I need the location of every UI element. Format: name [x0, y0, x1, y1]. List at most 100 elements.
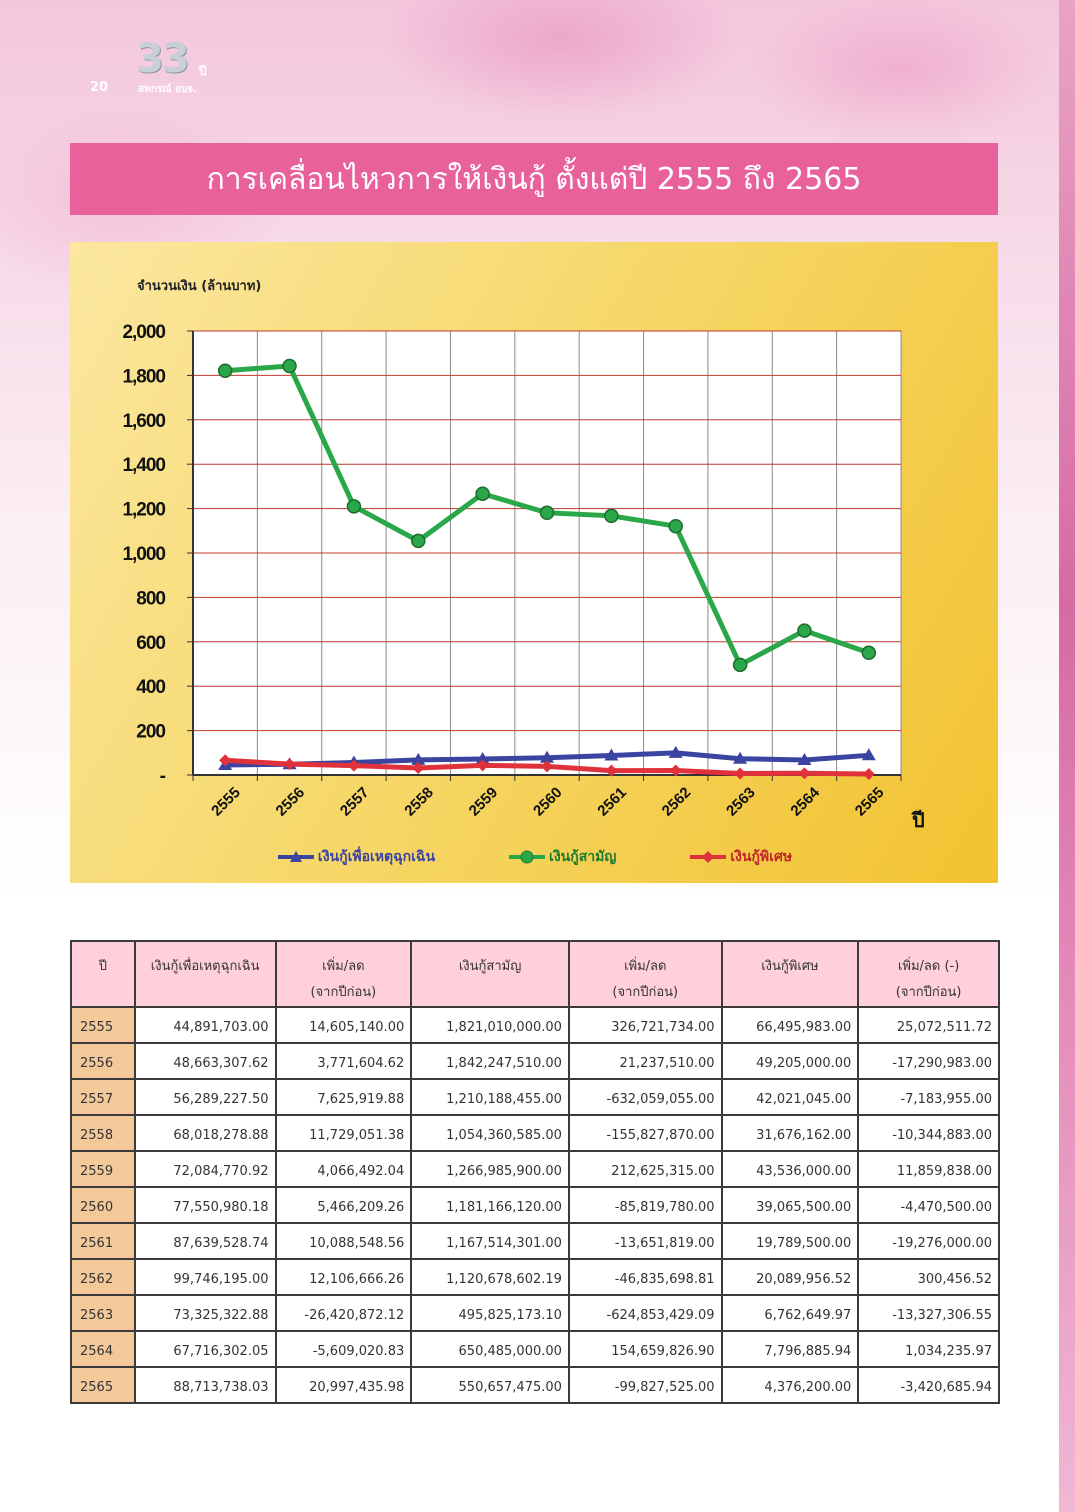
year-cell: 2562: [70, 1258, 136, 1296]
amount-cell: 10,088,548.56: [274, 1222, 413, 1260]
header-sublabel: (จากปีก่อน): [612, 985, 679, 1000]
amount-cell: 1,054,360,585.00: [410, 1114, 570, 1152]
year-cell: 2565: [70, 1366, 136, 1404]
data-point-diamond: [862, 768, 875, 781]
y-tick-label: 400: [136, 677, 165, 698]
y-tick-label: 1,600: [122, 411, 165, 432]
anniversary-logo-suffix: ปี: [199, 64, 207, 78]
x-axis-title: ปี: [911, 808, 925, 832]
year-cell: 2557: [70, 1078, 136, 1116]
amount-cell: 6,762,649.97: [720, 1294, 860, 1332]
amount-cell: 56,289,227.50: [133, 1078, 277, 1116]
data-point-triangle: [733, 751, 748, 764]
amount-cell: -46,835,698.81: [567, 1258, 723, 1296]
amount-cell: 49,205,000.00: [720, 1042, 860, 1080]
table-row: 2564 67,716,302.05 -5,609,020.83 650,485,00…: [70, 1330, 1000, 1368]
amount-cell: 1,266,985,900.00: [410, 1150, 570, 1188]
legend-triangle-marker: [277, 851, 314, 862]
data-point-triangle: [668, 745, 683, 758]
year-cell: 2564: [70, 1330, 136, 1368]
header-label: ปี: [98, 959, 108, 974]
data-point-circle: [217, 363, 233, 378]
amount-cell: 550,657,475.00: [410, 1366, 570, 1404]
data-point-circle: [282, 358, 297, 374]
amount-cell: 88,713,738.03: [133, 1366, 277, 1404]
y-axis-title: จำนวนเงิน (ล้านบาท): [137, 279, 262, 294]
y-tick-label: 1,400: [122, 455, 165, 476]
amount-cell: 68,018,278.88: [133, 1114, 277, 1152]
amount-cell: -624,853,429.09: [567, 1294, 723, 1332]
amount-cell: 1,210,188,455.00: [410, 1078, 570, 1116]
header-label: เงินกู้สามัญ: [458, 959, 522, 974]
header-sublabel: (จากปีก่อน): [310, 985, 377, 1000]
amount-cell: -10,344,883.00: [857, 1114, 1000, 1152]
x-tick-label: 2557: [337, 784, 373, 820]
page-edge-strip: [1059, 0, 1075, 1512]
amount-cell: 4,376,200.00: [720, 1366, 860, 1404]
amount-cell: 48,663,307.62: [133, 1042, 277, 1080]
data-point-diamond: [734, 767, 747, 780]
amount-cell: 31,676,162.00: [720, 1114, 860, 1152]
data-point-diamond: [798, 767, 811, 780]
page-title: การเคลื่อนไหวการให้เงินกู้ ตั้งแต่ปี 255…: [206, 161, 862, 197]
data-point-diamond: [541, 760, 553, 773]
table-header-cell: เงินกู้เพื่อเหตุฉุกเฉิน: [133, 940, 277, 1008]
amount-cell: 326,721,734.00: [567, 1006, 723, 1044]
table-row: 2560 77,550,980.18 5,466,209.26 1,181,166,1…: [70, 1186, 1000, 1224]
amount-cell: 42,021,045.00: [720, 1078, 860, 1116]
legend-item-emergency: เงินกู้เพื่อเหตุฉุกเฉิน: [276, 845, 435, 869]
x-tick-label: 2559: [466, 784, 502, 820]
amount-cell: 20,089,956.52: [720, 1258, 860, 1296]
amount-cell: -99,827,525.00: [567, 1366, 723, 1404]
amount-cell: 39,065,500.00: [720, 1186, 860, 1224]
table-row: 2561 87,639,528.74 10,088,548.56 1,167,514,…: [70, 1222, 1000, 1260]
y-tick-label: 2,000: [122, 322, 165, 343]
table-body: 2555 44,891,703.00 14,605,140.00 1,821,010,…: [70, 1006, 1000, 1404]
data-point-circle: [539, 505, 555, 521]
legend-label-ordinary: เงินกู้สามัญ: [549, 849, 617, 865]
amount-cell: 300,456.52: [857, 1258, 1000, 1296]
amount-cell: 43,536,000.00: [720, 1150, 860, 1188]
amount-cell: 7,625,919.88: [274, 1078, 413, 1116]
legend-label-special: เงินกู้พิเศษ: [730, 849, 793, 865]
amount-cell: 5,466,209.26: [274, 1186, 413, 1224]
table-header-cell: เพิ่ม/ลด (จากปีก่อน): [274, 940, 413, 1008]
amount-cell: 650,485,000.00: [410, 1330, 570, 1368]
data-point-circle: [861, 645, 877, 661]
amount-cell: 66,495,983.00: [720, 1006, 860, 1044]
y-tick-label: 1,800: [122, 366, 165, 387]
table-header-cell: ปี: [70, 940, 136, 1008]
anniversary-logo: 33: [136, 36, 190, 82]
amount-cell: 11,729,051.38: [274, 1114, 413, 1152]
data-point-diamond: [283, 758, 296, 771]
y-tick-label: 200: [136, 722, 165, 743]
data-point-diamond: [605, 764, 618, 777]
table-header-cell: เงินกู้พิเศษ: [720, 940, 860, 1008]
amount-cell: 7,796,885.94: [720, 1330, 860, 1368]
amount-cell: 11,859,838.00: [857, 1150, 1000, 1188]
legend-item-special: เงินกู้พิเศษ: [688, 845, 792, 869]
year-cell: 2558: [70, 1114, 136, 1152]
amount-cell: 87,639,528.74: [133, 1222, 277, 1260]
table-row: 2563 73,325,322.88 -26,420,872.12 495,825,1…: [70, 1294, 1000, 1332]
amount-cell: 25,072,511.72: [857, 1006, 1000, 1044]
x-tick-label: 2555: [208, 784, 244, 820]
table-header-row: ปี เงินกู้เพื่อเหตุฉุกเฉิน เพิ่ม/ลด (จากปีก…: [70, 940, 1000, 1008]
header-label: เพิ่ม/ลด: [322, 959, 365, 974]
data-point-triangle: [797, 752, 812, 765]
x-tick-label: 2563: [723, 784, 759, 820]
table-row: 2565 88,713,738.03 20,997,435.98 550,657,47…: [70, 1366, 1000, 1404]
x-tick-label: 2565: [852, 784, 888, 820]
data-point-triangle: [475, 751, 490, 764]
table-header-cell: เพิ่ม/ลด (จากปีก่อน): [567, 940, 723, 1008]
amount-cell: 19,789,500.00: [720, 1222, 860, 1260]
y-tick-label: -: [160, 766, 166, 787]
amount-cell: 21,237,510.00: [567, 1042, 723, 1080]
page-title-bar: การเคลื่อนไหวการให้เงินกู้ ตั้งแต่ปี 255…: [70, 143, 998, 215]
header-label: เงินกู้เพื่อเหตุฉุกเฉิน: [150, 959, 260, 974]
legend-diamond-marker: [690, 851, 727, 863]
amount-cell: 99,746,195.00: [133, 1258, 277, 1296]
y-tick-label: 600: [136, 633, 165, 654]
amount-cell: 1,167,514,301.00: [410, 1222, 570, 1260]
x-tick-label: 2560: [530, 784, 566, 820]
